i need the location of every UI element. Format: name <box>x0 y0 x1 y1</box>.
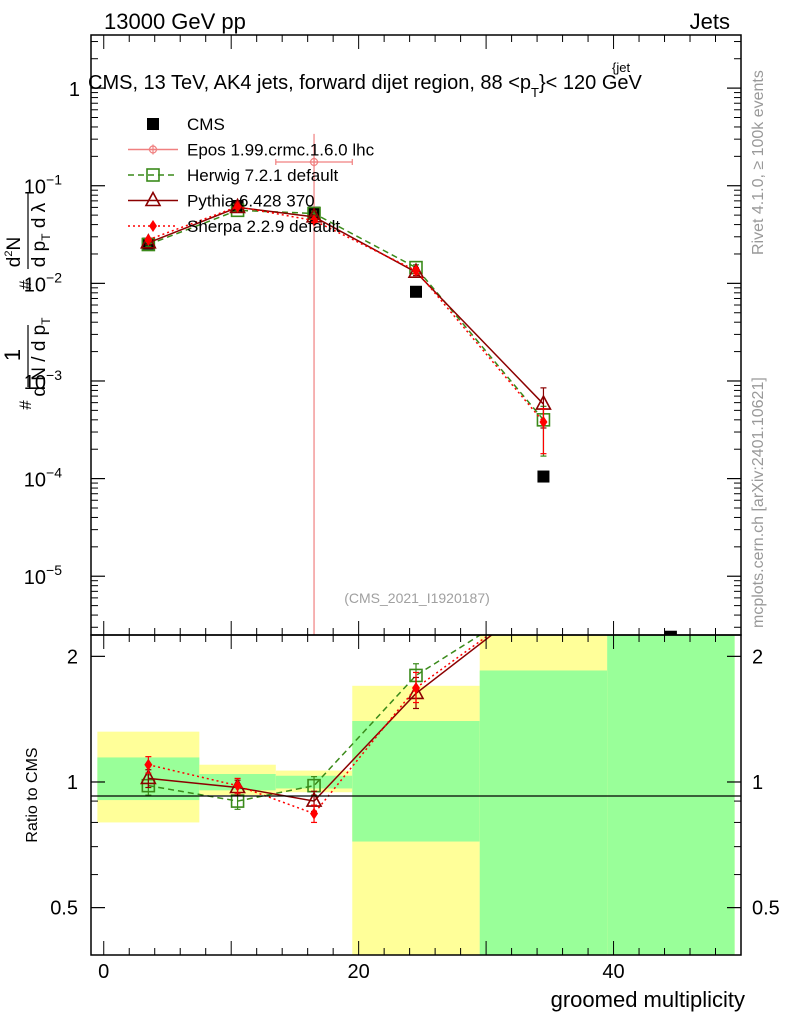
main-point-sherpa-0 <box>144 233 153 246</box>
legend-marker-pythia <box>144 190 162 207</box>
ylabel-d: d <box>4 257 25 268</box>
ratio-point-sherpa-1 <box>233 779 242 792</box>
ylabel-hash-b: # <box>16 280 35 290</box>
ratio-line-sherpa <box>148 635 490 815</box>
ylabel-sup2: 2 <box>3 251 15 257</box>
ratio-ytick-label-0: 0.5 <box>50 898 78 920</box>
main-point-sherpa-2 <box>310 214 319 227</box>
legend-label-pythia: Pythia 6.428 370 <box>187 192 315 211</box>
ylabel-dp: d p <box>29 241 50 267</box>
main-ylabel: # 1 d N / d pT # d2N d pT d λ <box>0 193 53 410</box>
main-series <box>140 133 677 635</box>
legend-label-sherpa: Sherpa 2.2.9 default <box>187 217 340 236</box>
band-inner-4 <box>479 670 608 955</box>
main-point-sherpa-3 <box>412 264 420 277</box>
legend-marker-sherpa <box>149 220 157 232</box>
main-ytick-label-5: 10−5 <box>24 562 62 589</box>
legend-marker-herwig <box>146 168 160 182</box>
ratio-ylabel: Ratio to CMS <box>24 747 41 842</box>
ratio-ytick-label-1: 1 <box>67 772 78 794</box>
main-line-sherpa <box>148 205 545 423</box>
main-ytick-exp-5: −5 <box>46 562 62 578</box>
main-ytick-exp-3: −3 <box>46 367 62 383</box>
legend-label-epos: Epos 1.99.crmc.1.6.0 lhc <box>187 141 375 160</box>
mcplots-label: mcplots.cern.ch [arXiv:2401.10621] <box>750 377 767 628</box>
ratio-ytick-label-r-0: 0.5 <box>752 898 780 920</box>
band-inner-3 <box>352 720 480 842</box>
main-point-pythia-0 <box>140 233 157 249</box>
header-left: 13000 GeV pp <box>104 9 246 34</box>
legend-marker-cms <box>147 118 159 130</box>
ylabel-dn-text: d N / d p <box>29 325 50 397</box>
main-ytick-label-1: 10−1 <box>24 172 62 199</box>
legend-label-herwig: Herwig 7.2.1 default <box>187 166 338 185</box>
main-ytick-exp-2: −2 <box>46 269 62 285</box>
watermark: (CMS_2021_I1920187) <box>344 590 490 606</box>
legend-label-cms: CMS <box>187 115 225 134</box>
rivet-label: Rivet 4.1.0, ≥ 100k events <box>750 70 767 255</box>
xlabel: groomed multiplicity <box>551 987 745 1012</box>
main-ytick-label-4: 10−4 <box>24 465 62 492</box>
title-prefix: CMS, 13 TeV, AK4 jets, forward dijet reg… <box>88 72 531 94</box>
ylabel-one: 1 <box>0 349 25 361</box>
ylabel-hash-a: # <box>16 400 35 410</box>
main-ytick-mant-4: 10 <box>24 470 46 492</box>
main-point-sherpa-4 <box>539 416 548 429</box>
main-ytick-exp-4: −4 <box>46 465 62 481</box>
header-right: Jets <box>690 9 730 34</box>
title-sup: {jet <box>612 60 630 75</box>
ylabel-d2n: d2N <box>3 237 25 267</box>
main-ytick-mant-1: 10 <box>24 177 46 199</box>
main-point-cms-3 <box>410 285 422 298</box>
ylabel-dp-sub: T <box>39 233 53 241</box>
main-line-herwig <box>148 209 545 421</box>
title-suffix: }< 120 GeV <box>539 72 643 94</box>
ratio-ytick-label-2: 2 <box>67 646 78 668</box>
axis-ticks: 110−110−210−310−410−50.5 0.51 12 20 20 40 <box>24 35 780 983</box>
main-ytick-mant-2: 10 <box>24 274 46 296</box>
ylabel-dpt: d pT d λ <box>29 202 53 267</box>
ylabel-n: N <box>4 237 25 251</box>
main-ytick-label-0: 1 <box>69 79 80 101</box>
ratio-ytick-label-r-1: 1 <box>752 772 763 794</box>
ratio-point-pythia-0 <box>140 768 157 785</box>
ratio-series-sherpa <box>144 635 490 824</box>
main-point-cms-5 <box>664 630 677 635</box>
ratio-point-sherpa-3 <box>412 681 420 694</box>
main-series-herwig <box>141 203 551 457</box>
ylabel-dn-sub: T <box>39 317 53 325</box>
main-ytick-mant-3: 10 <box>24 372 46 394</box>
ratio-point-sherpa-0 <box>144 758 153 771</box>
ratio-frame <box>90 634 742 956</box>
xtick-label-0: 0 <box>98 961 109 983</box>
main-ytick-exp-1: −1 <box>46 172 62 188</box>
main-ytick-mant-0: 1 <box>69 79 80 101</box>
title-sub: T <box>531 85 539 100</box>
main-ytick-label-3: 10−3 <box>24 367 62 394</box>
main-point-sherpa-1 <box>233 200 242 213</box>
ylabel-dlambda: d λ <box>29 202 50 233</box>
xtick-label-1: 20 <box>348 961 370 983</box>
main-series-sherpa <box>144 200 548 455</box>
main-ytick-mant-5: 10 <box>24 567 46 589</box>
ratio-point-sherpa-2 <box>310 807 319 820</box>
main-line-pythia <box>148 206 544 405</box>
band-inner-5 <box>607 635 735 955</box>
ratio-ytick-label-r-2: 2 <box>752 646 763 668</box>
main-point-cms-4 <box>537 470 550 483</box>
xtick-label-2: 40 <box>602 961 624 983</box>
ylabel-dn: d N / d pT <box>29 317 53 397</box>
main-ytick-label-2: 10−2 <box>24 269 62 296</box>
legend: CMS Epos 1.99.crmc.1.6.0 lhc Herwig 7.2.1 … <box>128 115 375 236</box>
main-title: CMS, 13 TeV, AK4 jets, forward dijet reg… <box>88 72 643 100</box>
